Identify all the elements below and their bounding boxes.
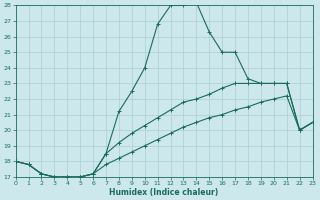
X-axis label: Humidex (Indice chaleur): Humidex (Indice chaleur) bbox=[109, 188, 219, 197]
